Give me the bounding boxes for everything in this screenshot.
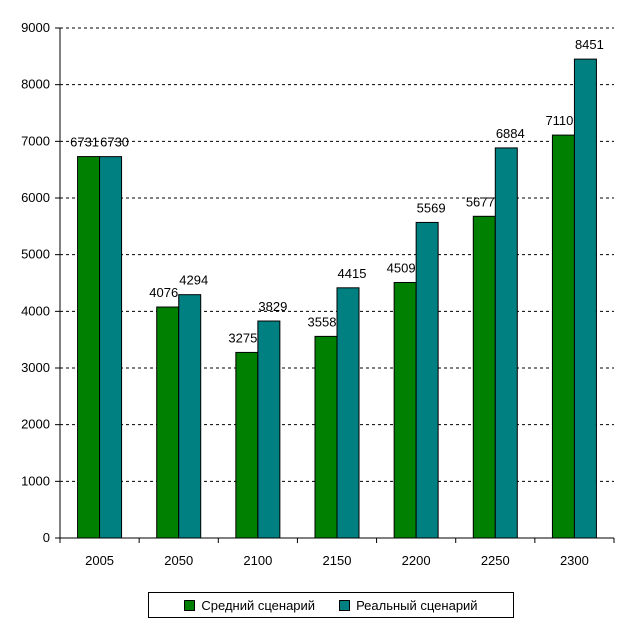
y-tick-label: 2000 (21, 417, 50, 432)
y-tick-label: 0 (43, 530, 50, 545)
bar-series-2 (494, 147, 518, 539)
axes: 0 1000 2000 3000 4000 5000 6000 7000 8000 9000 200… (21, 20, 615, 568)
x-tick-label: 2005 (85, 553, 114, 568)
y-tick-label: 6000 (21, 190, 50, 205)
bar-series-1 (235, 351, 259, 539)
x-tick-label: 2150 (323, 553, 352, 568)
y-tick-label: 7000 (21, 133, 50, 148)
data-label-series-1: 3558 (308, 314, 337, 329)
bar-series-1 (77, 156, 101, 539)
bar-series-2 (336, 287, 360, 539)
bar-series-1 (314, 335, 338, 539)
data-label-series-1: 3275 (228, 330, 257, 345)
legend-item-series-1: Средний сценарий (184, 598, 315, 613)
data-label-series-2: 4294 (179, 273, 208, 288)
bar-series-1 (551, 134, 575, 539)
bar-series-2 (415, 221, 439, 539)
data-label-series-2: 6884 (496, 126, 525, 141)
legend-label-series-2: Реальный сценарий (356, 597, 478, 613)
y-tick-label: 8000 (21, 77, 50, 92)
x-tick-label: 2050 (164, 553, 193, 568)
legend-label-series-1: Средний сценарий (201, 597, 316, 613)
legend-swatch-series-1 (184, 599, 196, 611)
x-tick-label: 2250 (481, 553, 510, 568)
bar-series-2 (178, 294, 202, 539)
x-tick-label: 2100 (243, 553, 272, 568)
x-tick-label: 2200 (402, 553, 431, 568)
data-label-series-1: 5677 (466, 194, 495, 209)
x-tick-label: 2300 (560, 553, 589, 568)
data-label-series-2: 5569 (417, 200, 446, 215)
bar-series-2 (257, 320, 281, 539)
data-label-series-1: 6731 (70, 135, 99, 150)
data-label-series-2: 6730 (100, 135, 129, 150)
bars (77, 58, 597, 539)
legend: Средний сценарий Реальный сценарий (148, 592, 514, 618)
data-label-series-2: 4415 (338, 266, 367, 281)
bar-series-2 (99, 156, 123, 539)
bar-series-1 (472, 215, 496, 539)
bar-chart: 0 1000 2000 3000 4000 5000 6000 7000 8000 9000 200… (21, 20, 615, 568)
y-tick-label: 5000 (21, 247, 50, 262)
data-label-series-2: 3829 (258, 299, 287, 314)
bar-series-1 (156, 306, 180, 539)
y-tick-label: 1000 (21, 473, 50, 488)
y-tick-label: 3000 (21, 360, 50, 375)
data-label-series-2: 8451 (575, 37, 604, 52)
bar-series-2 (573, 58, 597, 539)
data-label-series-1: 4076 (149, 285, 178, 300)
data-label-series-1: 4509 (387, 260, 416, 275)
bar-series-1 (393, 281, 417, 539)
y-tick-label: 9000 (21, 20, 50, 35)
data-label-series-1: 7110 (545, 113, 573, 128)
legend-swatch-series-2 (339, 599, 351, 611)
y-tick-label: 4000 (21, 303, 50, 318)
legend-item-series-2: Реальный сценарий (339, 598, 478, 613)
